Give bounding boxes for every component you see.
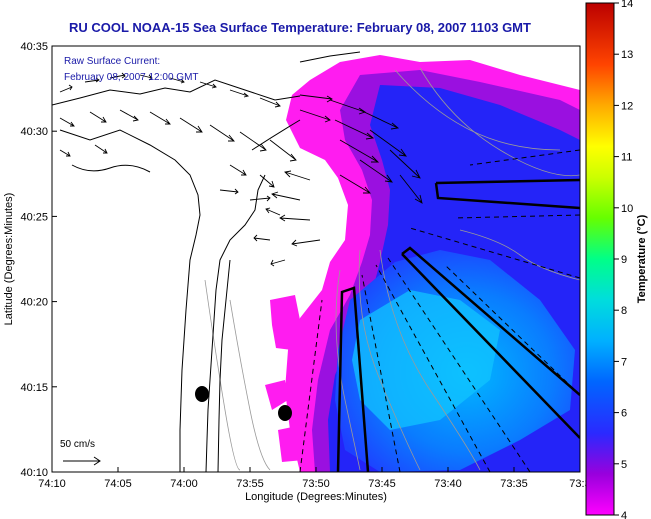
site-marker-2 (278, 405, 292, 421)
colorbar-tick-label: 4 (621, 510, 627, 519)
colorbar (585, 2, 615, 516)
colorbar-tick-label: 11 (621, 152, 632, 164)
colorbar-tick-label: 9 (621, 254, 627, 266)
annotation-line-2: February 08, 2007 12:00 GMT (64, 72, 199, 83)
bathymetry-contours (204, 67, 580, 471)
y-tick-label: 40:20 (20, 297, 48, 309)
y-tick-label: 40:15 (20, 382, 48, 394)
y-tick-label: 40:10 (20, 467, 48, 479)
x-tick-label: 74:05 (104, 478, 132, 490)
colorbar-tick-label: 8 (621, 305, 627, 317)
colorbar-tick-label: 5 (621, 459, 627, 471)
sst-light-cyan-patch (352, 290, 500, 430)
colorbar-tick-label: 13 (621, 49, 633, 61)
y-axis-ticks: 40:35 40:30 40:25 40:20 40:15 40:10 (20, 41, 57, 479)
colorbar-label: Temperature (°C) (636, 214, 648, 303)
colorbar-tick-label: 6 (621, 408, 627, 420)
y-tick-label: 40:25 (20, 211, 48, 223)
scale-bar-label: 50 cm/s (60, 439, 95, 450)
x-tick-label: 73:45 (368, 478, 396, 490)
x-tick-label: 74:10 (38, 478, 66, 490)
x-tick-label: 74:00 (170, 478, 198, 490)
colorbar-tick-label: 14 (621, 0, 633, 10)
current-vectors (59, 72, 423, 267)
y-tick-label: 40:30 (20, 126, 48, 138)
coastline (52, 51, 361, 472)
x-tick-label: 73:3 (569, 478, 590, 490)
x-tick-label: 73:35 (500, 478, 528, 490)
y-axis-label: Latitude (Degrees:Minutes) (3, 193, 15, 326)
x-tick-label: 73:50 (302, 478, 330, 490)
colorbar-tick-label: 12 (621, 100, 633, 112)
x-axis-label: Longitude (Degrees:Minutes) (245, 491, 387, 503)
scale-arrow (63, 456, 101, 466)
radar-range-lines (299, 149, 580, 472)
y-tick-label: 40:35 (20, 41, 48, 53)
colorbar-tick-label: 7 (621, 356, 627, 368)
x-tick-label: 73:55 (236, 478, 264, 490)
x-tick-label: 73:40 (434, 478, 462, 490)
study-area-outlines (336, 178, 580, 472)
site-marker-1 (195, 386, 209, 402)
map-title: RU COOL NOAA-15 Sea Surface Temperature:… (69, 20, 531, 35)
colorbar-tick-label: 10 (621, 203, 633, 215)
map-plot-area (52, 46, 580, 472)
x-axis-ticks: 74:10 74:05 74:00 73:55 73:50 73:45 73:40 73:35… (38, 467, 591, 490)
annotation-line-1: Raw Surface Current: (64, 56, 160, 67)
sst-coastal-specks (265, 295, 304, 462)
colorbar-ticks: 14 13 12 11 10 9 8 7 6 5 4 (614, 0, 633, 519)
